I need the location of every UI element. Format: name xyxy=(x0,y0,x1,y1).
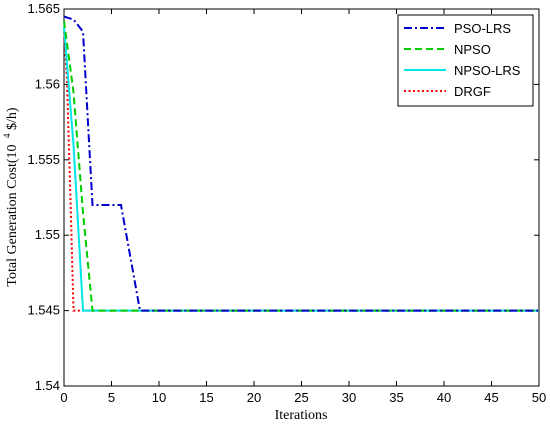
x-tick-label: 45 xyxy=(484,390,498,405)
y-tick-label: 1.54 xyxy=(35,378,60,393)
y-tick-label: 1.55 xyxy=(35,227,60,242)
x-tick-label: 25 xyxy=(294,390,308,405)
x-tick-label: 30 xyxy=(342,390,356,405)
y-tick-label: 1.56 xyxy=(35,76,60,91)
y-tick-label: 1.555 xyxy=(27,152,60,167)
series-layer xyxy=(63,15,539,312)
legend: PSO-LRS NPSO NPSO-LRS DRGF xyxy=(397,14,534,107)
x-tick-label: 40 xyxy=(437,390,451,405)
x-tick-label: 10 xyxy=(152,390,166,405)
tick-group: 0 5 10 15 20 25 30 35 40 45 50 1.54 1.545 1.55 1.555 1.… xyxy=(27,1,546,405)
x-tick-label: 35 xyxy=(389,390,403,405)
y-axis-label-unit: $/h) xyxy=(5,107,20,130)
y-tick-label: 1.565 xyxy=(27,1,60,16)
y-axis-label: Total Generation Cost(10 4 $/h) xyxy=(0,107,20,286)
y-tick-label: 1.545 xyxy=(27,303,60,318)
x-axis-label: Iterations xyxy=(275,408,328,423)
legend-label: NPSO xyxy=(454,42,491,57)
series-line-pso-lrs xyxy=(63,15,539,312)
legend-items: PSO-LRS NPSO NPSO-LRS DRGF xyxy=(404,21,521,99)
y-axis-label-main: Total Generation Cost(10 xyxy=(5,144,20,286)
x-tick-label: 50 xyxy=(532,390,546,405)
legend-label: DRGF xyxy=(454,84,491,99)
legend-box xyxy=(397,14,534,107)
x-tick-label: 15 xyxy=(199,390,213,405)
x-tick-label: 20 xyxy=(247,390,261,405)
x-tick-label: 0 xyxy=(60,390,67,405)
legend-label: NPSO-LRS xyxy=(454,63,521,78)
y-axis-label-exponent: 4 xyxy=(2,133,12,138)
legend-label: PSO-LRS xyxy=(454,21,511,36)
series-line-npso xyxy=(63,20,539,312)
x-tick-label: 5 xyxy=(108,390,115,405)
